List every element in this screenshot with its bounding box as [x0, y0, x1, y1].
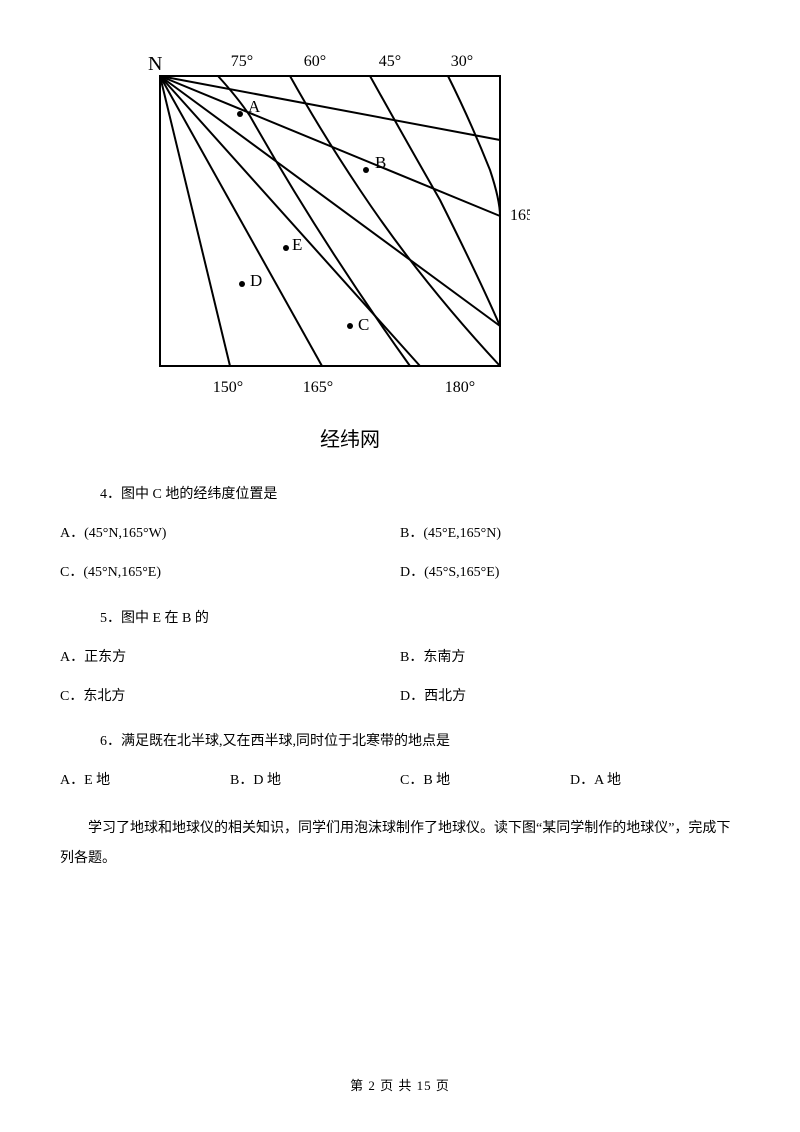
q4-option-b: B．(45°E,165°N) — [400, 521, 740, 546]
question-4-options: A．(45°N,165°W) B．(45°E,165°N) C．(45°N,16… — [60, 521, 740, 585]
svg-text:D: D — [250, 271, 262, 290]
diagram-caption: 经纬网 — [200, 423, 500, 452]
q5-option-b: B．东南方 — [400, 645, 740, 670]
svg-text:180°: 180° — [445, 379, 475, 396]
svg-text:150°: 150° — [213, 379, 243, 396]
svg-text:B: B — [375, 153, 386, 172]
svg-text:165°: 165° — [303, 379, 333, 396]
instruction-paragraph: 学习了地球和地球仪的相关知识，同学们用泡沫球制作了地球仪。读下图“某同学制作的地… — [60, 814, 740, 876]
svg-text:E: E — [292, 235, 302, 254]
svg-text:N: N — [148, 53, 162, 75]
q4-option-c: C．(45°N,165°E) — [60, 560, 400, 585]
lat-lon-grid-diagram: N 75° 60° 45° 30° 165° 150° 165° 180° A B E D C — [100, 40, 530, 410]
svg-text:30°: 30° — [451, 53, 473, 70]
q6-option-c: C．B 地 — [400, 768, 570, 793]
q5-option-a: A．正东方 — [60, 645, 400, 670]
page-footer: 第 2 页 共 15 页 — [0, 1075, 800, 1094]
question-5-options: A．正东方 B．东南方 C．东北方 D．西北方 — [60, 645, 740, 709]
q6-option-a: A．E 地 — [60, 768, 230, 793]
svg-text:45°: 45° — [379, 53, 401, 70]
svg-text:60°: 60° — [304, 53, 326, 70]
q5-option-d: D．西北方 — [400, 684, 740, 709]
q5-option-c: C．东北方 — [60, 684, 400, 709]
question-6-options: A．E 地 B．D 地 C．B 地 D．A 地 — [60, 768, 740, 793]
svg-text:C: C — [358, 315, 369, 334]
svg-text:A: A — [248, 97, 261, 116]
q4-option-d: D．(45°S,165°E) — [400, 560, 740, 585]
question-6-stem: 6．满足既在北半球,又在西半球,同时位于北寒带的地点是 — [100, 729, 740, 754]
q6-option-b: B．D 地 — [230, 768, 400, 793]
question-4-stem: 4．图中 C 地的经纬度位置是 — [100, 482, 740, 507]
q4-option-a: A．(45°N,165°W) — [60, 521, 400, 546]
diagram-container: N 75° 60° 45° 30° 165° 150° 165° 180° A B E D C 经纬网 — [100, 40, 740, 452]
q6-option-d: D．A 地 — [570, 768, 740, 793]
question-5-stem: 5．图中 E 在 B 的 — [100, 606, 740, 631]
svg-text:165°: 165° — [510, 207, 530, 224]
svg-text:75°: 75° — [231, 53, 253, 70]
